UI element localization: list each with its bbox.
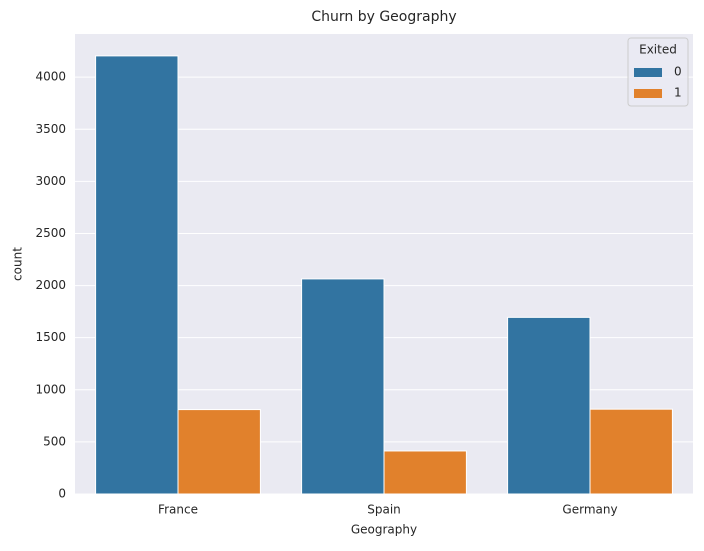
y-tick-label: 3000 [35, 174, 66, 188]
bar [589, 408, 673, 495]
x-tick-label: Spain [367, 503, 401, 517]
legend-swatch [634, 68, 662, 77]
y-tick-label: 0 [58, 487, 66, 501]
bar [383, 450, 467, 495]
legend-label: 0 [674, 65, 682, 79]
y-tick-label: 1500 [35, 330, 66, 344]
bar [95, 55, 179, 495]
y-tick-label: 2500 [35, 226, 66, 240]
y-axis-label: count [11, 247, 25, 281]
x-tick-label: France [158, 503, 198, 517]
bar [507, 316, 591, 495]
y-tick-label: 1000 [35, 382, 66, 396]
bar [301, 278, 385, 495]
x-tick-label: Germany [562, 503, 617, 517]
chart-title: Churn by Geography [311, 9, 456, 25]
legend-label: 1 [674, 86, 682, 100]
legend-title: Exited [639, 43, 677, 57]
y-tick-label: 500 [43, 434, 66, 448]
y-tick-label: 4000 [35, 70, 66, 84]
x-axis-label: Geography [351, 523, 417, 537]
legend-swatch [634, 89, 662, 98]
bar [177, 409, 261, 495]
y-tick-label: 3500 [35, 122, 66, 136]
y-tick-label: 2000 [35, 278, 66, 292]
